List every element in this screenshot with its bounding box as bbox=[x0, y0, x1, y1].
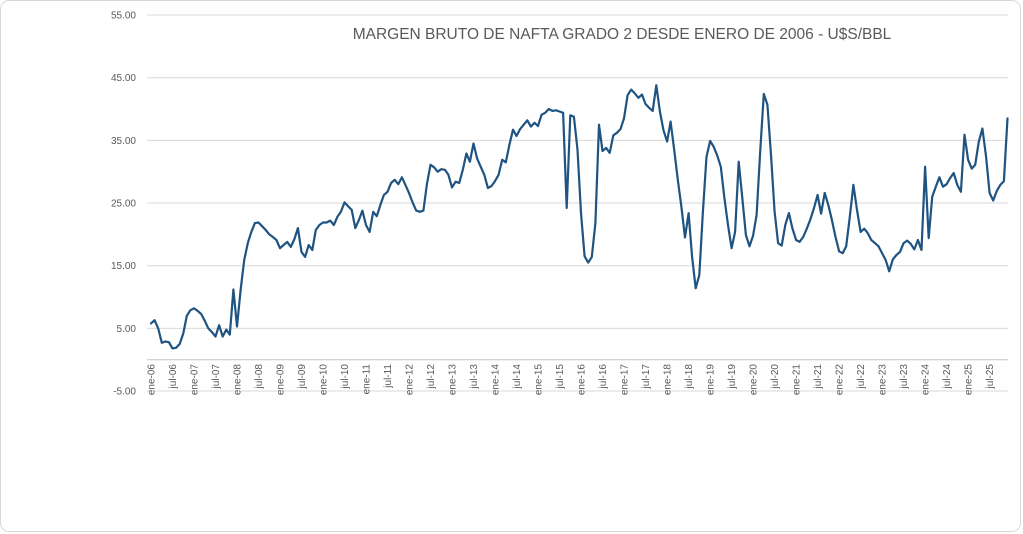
x-axis-label: ene-07 bbox=[190, 364, 201, 396]
x-axis-label: ene-17 bbox=[620, 364, 631, 396]
y-axis-label: 5.00 bbox=[117, 324, 137, 335]
x-axis-label: jul-17 bbox=[641, 364, 652, 390]
x-axis-label: ene-11 bbox=[362, 364, 373, 395]
x-axis-label: jul-22 bbox=[856, 364, 867, 390]
x-axis-label: ene-20 bbox=[749, 364, 760, 396]
x-axis-label: jul-06 bbox=[168, 364, 179, 390]
x-axis-label: ene-23 bbox=[878, 364, 889, 396]
x-axis-label: jul-16 bbox=[598, 364, 609, 390]
x-axis-label: ene-25 bbox=[964, 364, 975, 396]
x-axis-label: ene-19 bbox=[706, 364, 717, 396]
x-axis-label: jul-10 bbox=[340, 364, 351, 390]
x-axis-label: ene-06 bbox=[147, 364, 158, 396]
x-axis-label: jul-07 bbox=[211, 364, 222, 390]
x-axis-label: ene-24 bbox=[921, 364, 932, 396]
x-axis-label: ene-12 bbox=[405, 364, 416, 396]
x-axis-label: jul-25 bbox=[985, 364, 996, 390]
x-axis-label: jul-21 bbox=[813, 364, 824, 390]
series-line-group bbox=[149, 84, 1009, 350]
x-axis-label: jul-13 bbox=[469, 364, 480, 390]
y-axis-label: 55.00 bbox=[111, 11, 136, 22]
x-axis-label: jul-15 bbox=[555, 364, 566, 390]
x-axis-label: jul-18 bbox=[684, 364, 695, 390]
y-axis-labels: 55.00 45.00 35.00 25.00 15.00 5.00 -5.00 bbox=[111, 11, 136, 398]
y-axis-label: 15.00 bbox=[111, 261, 136, 272]
x-axis-label: ene-16 bbox=[577, 364, 588, 396]
x-axis-label: jul-12 bbox=[426, 364, 437, 390]
y-axis-label: 35.00 bbox=[111, 136, 136, 147]
x-axis-label: ene-22 bbox=[835, 364, 846, 396]
x-axis-labels: ene-06 jul-06 ene-07 jul-07 ene-08 jul-08 ene-… bbox=[147, 364, 997, 396]
x-axis-label: jul-19 bbox=[727, 364, 738, 390]
x-axis-label: ene-18 bbox=[663, 364, 674, 396]
x-axis-label: ene-21 bbox=[792, 364, 803, 396]
x-axis-label: jul-09 bbox=[297, 364, 308, 390]
x-axis-label: jul-11 bbox=[383, 364, 394, 389]
x-axis-label: jul-23 bbox=[899, 364, 910, 390]
x-axis-label: ene-13 bbox=[448, 364, 459, 396]
x-axis-label: ene-10 bbox=[319, 364, 330, 396]
x-axis-label: ene-08 bbox=[233, 364, 244, 396]
x-axis-label: jul-14 bbox=[512, 364, 523, 390]
x-axis-label: ene-09 bbox=[276, 364, 287, 396]
x-axis-label: jul-24 bbox=[942, 364, 953, 390]
x-axis-label: ene-14 bbox=[491, 364, 502, 396]
x-axis-label: ene-15 bbox=[534, 364, 545, 396]
y-axis-label: -5.00 bbox=[113, 387, 136, 398]
chart-title: MARGEN BRUTO DE NAFTA GRADO 2 DESDE ENER… bbox=[353, 26, 892, 43]
margin-series-line bbox=[149, 84, 1009, 350]
gridlines bbox=[147, 14, 1008, 392]
y-axis-label: 25.00 bbox=[111, 199, 136, 210]
y-axis-label: 45.00 bbox=[111, 73, 136, 84]
x-axis-label: jul-08 bbox=[254, 364, 265, 390]
x-axis-label: jul-20 bbox=[770, 364, 781, 390]
